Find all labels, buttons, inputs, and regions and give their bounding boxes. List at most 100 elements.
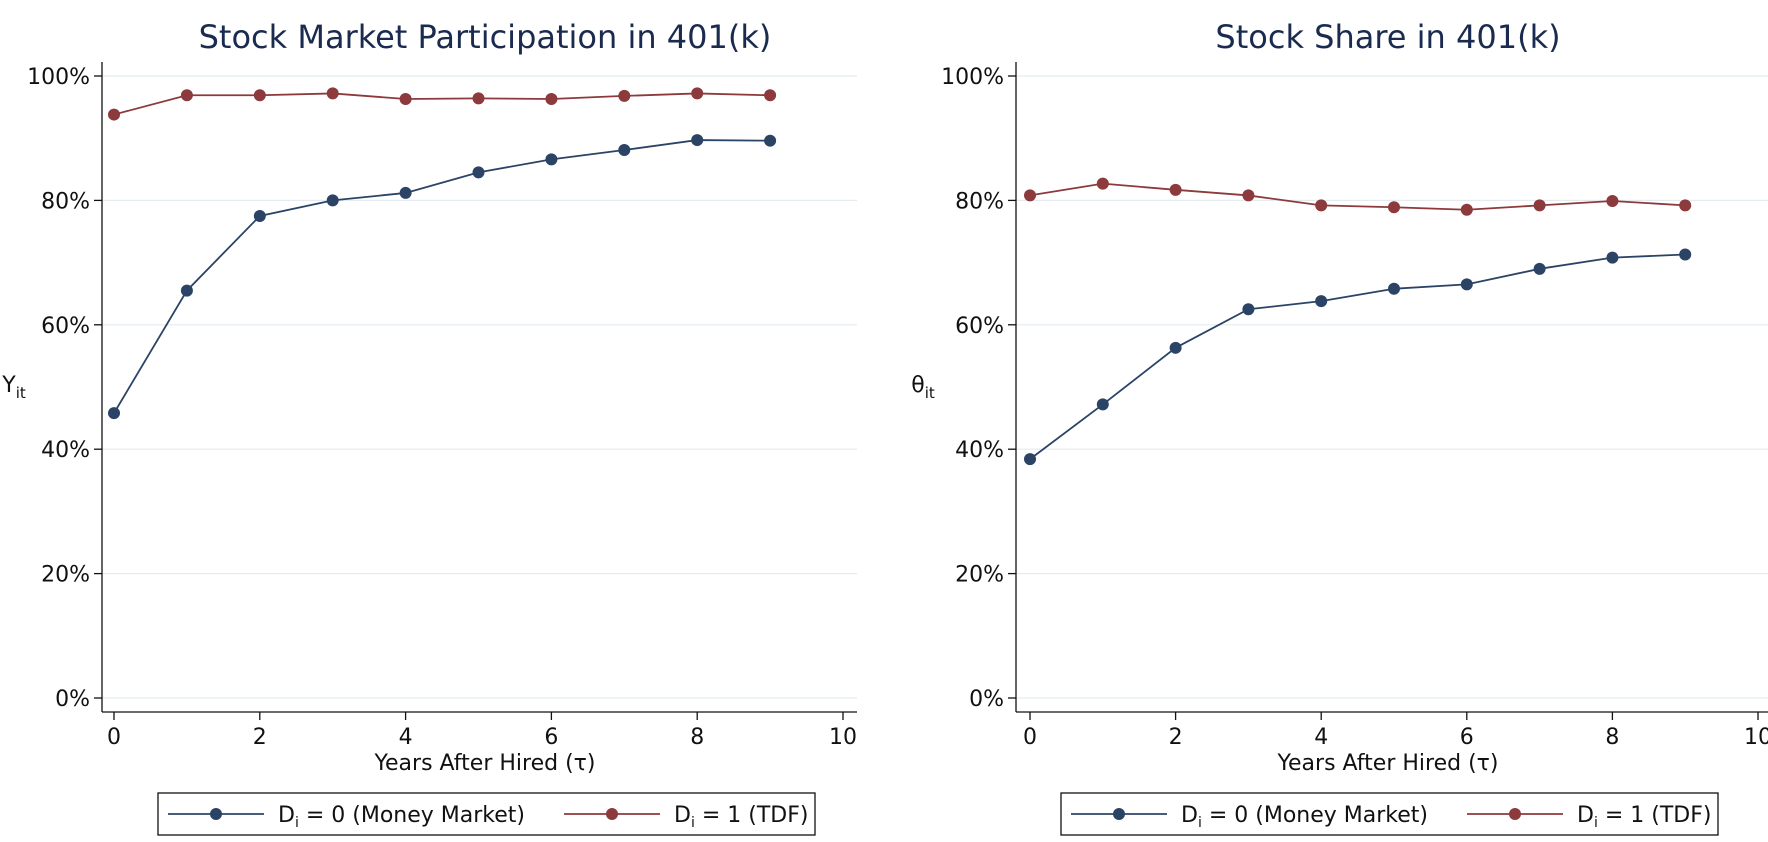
legend-label: Di = 1 (TDF) <box>1577 803 1711 831</box>
legend-label-sub: i <box>1594 815 1598 831</box>
data-point <box>691 134 704 147</box>
data-point <box>1024 189 1036 202</box>
data-point <box>764 89 777 102</box>
legend-label: Di = 0 (Money Market) <box>278 803 525 831</box>
data-point <box>326 87 339 100</box>
data-point <box>618 144 631 157</box>
data-point <box>545 153 558 166</box>
data-point <box>399 93 412 106</box>
y-axis-label-sub: it <box>925 384 935 402</box>
data-point <box>1169 341 1182 354</box>
y-tick-label: 60% <box>41 314 90 339</box>
data-point <box>1460 203 1473 216</box>
legend-label-sub: i <box>1198 815 1202 831</box>
data-point <box>1242 303 1255 316</box>
legend-marker <box>210 808 222 820</box>
data-point <box>472 92 485 105</box>
y-tick-label: 60% <box>955 314 1004 339</box>
x-tick-label: 8 <box>690 725 704 750</box>
chart-panel-stock-share: Stock Share in 401(k) 0% 20% 40% 60% 80% 100% 0… <box>911 18 1768 836</box>
x-tick-label: 2 <box>253 725 267 750</box>
series-line <box>113 139 771 414</box>
chart-panel-participation: Stock Market Participation in 401(k)0%20… <box>1 18 857 836</box>
x-tick-label: 0 <box>107 725 121 750</box>
legend-label-main: D <box>1577 803 1594 828</box>
legend-label-rest: = 1 (TDF) <box>1598 803 1712 828</box>
series-line <box>1029 182 1686 211</box>
x-tick-label: 6 <box>1460 725 1474 750</box>
data-point <box>1679 248 1692 261</box>
y-tick-label: 0% <box>969 687 1004 712</box>
legend-label: Di = 0 (Money Market) <box>1181 803 1428 831</box>
data-point <box>399 186 412 199</box>
y-tick-label: 100% <box>27 65 90 90</box>
data-point <box>1606 195 1619 208</box>
y-axis-label-main: θ <box>911 373 924 398</box>
y-axis-label-sub: it <box>16 384 26 402</box>
legend-label-main: D <box>278 803 295 828</box>
legend-label-rest: = 0 (Money Market) <box>299 803 525 828</box>
x-axis-label: Years After Hired (τ) <box>374 751 596 776</box>
data-point <box>1169 183 1182 196</box>
data-point <box>1606 251 1619 264</box>
y-tick-label: 20% <box>955 563 1004 588</box>
data-point <box>691 87 704 100</box>
x-tick-label: 2 <box>1169 725 1183 750</box>
y-axis-label: Yit <box>1 373 26 402</box>
data-point <box>1533 199 1546 212</box>
x-tick-label: 4 <box>399 725 413 750</box>
legend-label: Di = 1 (TDF) <box>674 803 808 831</box>
x-tick-label: 10 <box>829 725 857 750</box>
y-tick-label: 20% <box>41 563 90 588</box>
data-point <box>764 134 777 147</box>
data-point <box>1533 262 1546 275</box>
chart-title: Stock Share in 401(k) <box>1215 18 1560 56</box>
legend-marker <box>606 808 618 820</box>
x-axis-label: Years After Hired (τ) <box>1277 751 1499 776</box>
data-point <box>1242 189 1255 202</box>
legend-box <box>157 792 816 836</box>
series-line <box>113 92 771 116</box>
data-point <box>253 209 266 222</box>
x-tick-label: 8 <box>1605 725 1619 750</box>
legend-label-sub: i <box>691 815 695 831</box>
data-point <box>472 166 485 179</box>
data-point <box>180 284 193 297</box>
data-point <box>1096 177 1109 190</box>
data-point <box>1388 201 1400 214</box>
data-point <box>1315 295 1328 308</box>
data-point <box>253 89 266 102</box>
data-point <box>1024 453 1036 466</box>
legend-label-sub: i <box>295 815 299 831</box>
data-point <box>1096 398 1109 411</box>
x-tick-label: 10 <box>1744 725 1768 750</box>
legend-label-rest: = 0 (Money Market) <box>1202 803 1428 828</box>
y-tick-label: 40% <box>955 438 1004 463</box>
x-tick-label: 0 <box>1023 725 1037 750</box>
y-tick-label: 80% <box>41 189 90 214</box>
y-tick-label: 40% <box>41 438 90 463</box>
legend-marker <box>1509 808 1521 820</box>
y-tick-label: 0% <box>55 687 90 712</box>
data-point <box>108 407 120 420</box>
series-line <box>1029 253 1686 460</box>
data-point <box>326 194 339 207</box>
legend-label-main: D <box>674 803 691 828</box>
legend-label-main: D <box>1181 803 1198 828</box>
data-point <box>545 93 558 106</box>
data-point <box>1460 278 1473 291</box>
data-point <box>180 89 193 102</box>
chart-title: Stock Market Participation in 401(k) <box>199 18 772 56</box>
data-point <box>1315 199 1328 212</box>
y-tick-label: 80% <box>955 189 1004 214</box>
y-axis-label: θit <box>911 373 935 402</box>
legend-label-rest: = 1 (TDF) <box>695 803 809 828</box>
y-tick-label: 100% <box>941 65 1004 90</box>
legend-box <box>1060 792 1719 836</box>
x-tick-label: 6 <box>544 725 558 750</box>
data-point <box>618 89 631 102</box>
data-point <box>1679 199 1692 212</box>
y-axis-label-main: Y <box>1 373 16 398</box>
